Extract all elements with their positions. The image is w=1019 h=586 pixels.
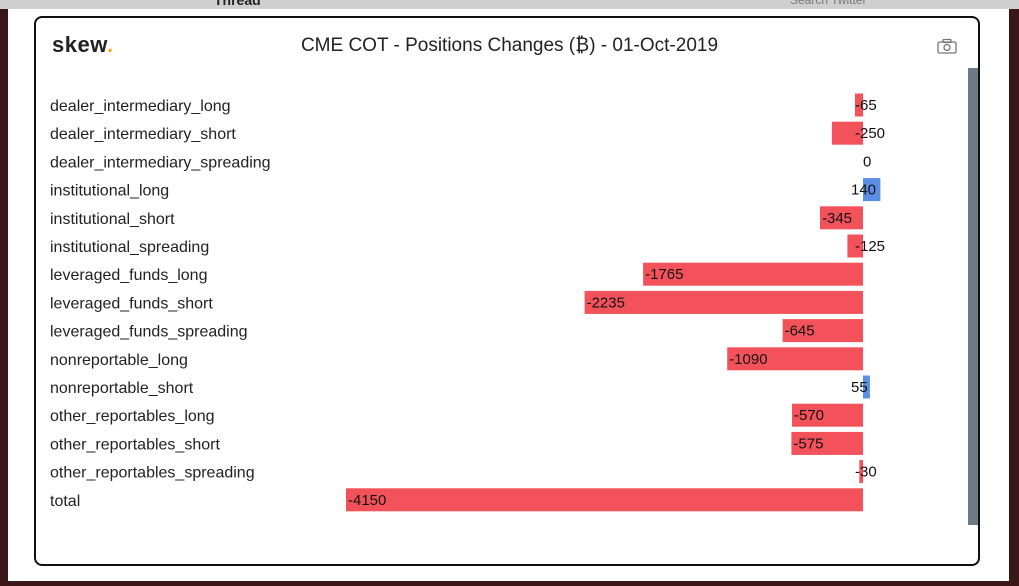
background-thread-text: Thread (214, 0, 261, 8)
category-label: other_reportables_long (50, 408, 215, 425)
bar[interactable] (863, 178, 881, 202)
bar[interactable] (831, 121, 863, 145)
chart-title: CME COT - Positions Changes (₿) - 01-Oct… (300, 35, 719, 56)
background-browser-strip: Thread Search Twitter (0, 0, 1019, 9)
background-search-text: Search Twitter (790, 0, 867, 7)
data-label: -645 (785, 323, 815, 340)
category-label: other_reportables_spreading (50, 465, 255, 482)
bar[interactable] (792, 403, 863, 427)
category-label: institutional_spreading (50, 239, 209, 256)
category-label: dealer_intermediary_spreading (50, 154, 271, 171)
category-label: total (50, 493, 80, 510)
bar[interactable] (782, 319, 863, 343)
data-label: -345 (822, 210, 852, 227)
data-label: -2235 (587, 294, 625, 311)
category-label: nonreportable_long (50, 352, 188, 369)
data-label: -570 (794, 407, 824, 424)
bar[interactable] (863, 375, 870, 399)
camera-icon[interactable] (937, 38, 957, 54)
data-label: 0 (863, 153, 871, 170)
category-label: nonreportable_short (50, 380, 194, 397)
category-label: dealer_intermediary_short (50, 126, 236, 143)
data-label: 55 (851, 379, 868, 396)
category-label: leveraged_funds_short (50, 295, 213, 312)
bar[interactable] (859, 460, 863, 484)
data-label: -1090 (729, 351, 767, 368)
category-label: institutional_long (50, 183, 169, 200)
bar[interactable] (791, 431, 863, 455)
data-label: -30 (855, 464, 877, 481)
bar[interactable] (643, 262, 863, 286)
data-label: 140 (851, 182, 876, 199)
category-label: leveraged_funds_spreading (50, 324, 247, 341)
data-label: -4150 (348, 492, 386, 509)
scrollbar[interactable] (968, 68, 978, 525)
bar[interactable] (847, 234, 863, 258)
category-label: dealer_intermediary_long (50, 98, 231, 115)
category-label: leveraged_funds_long (50, 267, 207, 284)
bar[interactable] (727, 347, 863, 371)
data-label: -125 (855, 238, 885, 255)
category-label: other_reportables_short (50, 436, 220, 453)
data-label: -65 (855, 97, 877, 114)
data-label: -575 (793, 435, 823, 452)
data-label: -1765 (645, 266, 683, 283)
bar[interactable] (854, 93, 863, 117)
skew-logo: skew. (52, 32, 114, 57)
data-label: -250 (855, 125, 885, 142)
bar[interactable] (584, 290, 863, 314)
bar[interactable] (820, 206, 863, 230)
category-label: institutional_short (50, 211, 175, 228)
bar[interactable] (346, 488, 863, 512)
